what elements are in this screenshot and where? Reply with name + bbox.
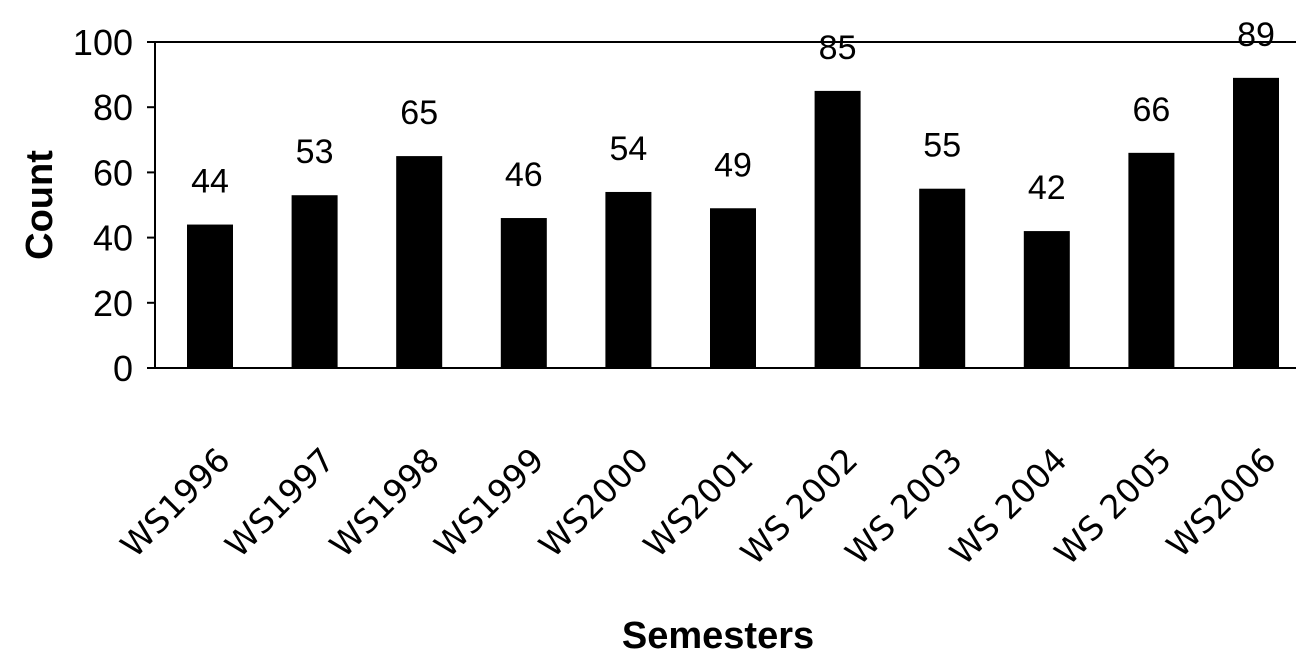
x-tick-label: WS1997: [217, 440, 342, 565]
x-tick-label: WS1996: [113, 440, 238, 565]
bar: [396, 156, 443, 368]
data-label: 54: [609, 130, 647, 168]
y-tick-label: 20: [93, 283, 133, 324]
bar: [814, 90, 861, 369]
bar: [187, 224, 233, 368]
y-tick-label: 100: [73, 22, 133, 63]
bar: [605, 191, 652, 368]
bar: [1023, 231, 1070, 368]
bar: [1128, 152, 1175, 368]
data-label: 46: [505, 156, 543, 194]
data-label: 55: [923, 127, 961, 165]
y-axis-ticks: 0 20 40 60 80 100: [73, 22, 155, 389]
x-axis-title: Semesters: [622, 615, 814, 657]
data-labels: 44 53 65 46 54 49 85 55 42 66 89: [191, 16, 1275, 207]
data-label: 89: [1237, 16, 1275, 54]
y-tick-label: 60: [93, 152, 133, 193]
y-tick-label: 40: [93, 218, 133, 259]
bar: [710, 208, 756, 368]
x-tick-label: WS2000: [531, 440, 656, 565]
data-label: 65: [400, 94, 438, 132]
data-label: 53: [296, 133, 334, 171]
bar: [919, 188, 966, 368]
data-label: 44: [191, 163, 229, 201]
bar: [500, 218, 547, 368]
data-label: 66: [1132, 91, 1170, 129]
data-label: 49: [714, 146, 752, 184]
x-tick-label: WS1998: [322, 440, 447, 565]
data-label: 42: [1028, 169, 1066, 207]
y-tick-label: 80: [93, 87, 133, 128]
x-tick-label: WS2006: [1159, 440, 1284, 565]
y-tick-label: 0: [113, 348, 133, 389]
y-axis-title: Count: [19, 150, 61, 260]
x-tick-label: WS1999: [427, 440, 552, 565]
bar: [291, 195, 338, 368]
data-label: 85: [819, 29, 857, 67]
bar: [1233, 77, 1279, 369]
bars: [187, 77, 1279, 369]
